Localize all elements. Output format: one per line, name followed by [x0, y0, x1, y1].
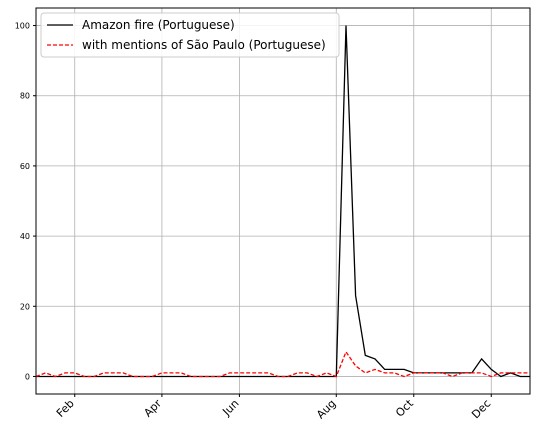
- x-tick-label: Apr: [141, 397, 164, 420]
- y-tick-label: 80: [20, 92, 30, 101]
- y-tick-label: 20: [20, 302, 30, 311]
- x-tick-label: Feb: [54, 397, 77, 420]
- legend-box: [40, 12, 340, 58]
- series-line: [35, 350, 530, 378]
- series-line: [36, 25, 530, 378]
- x-tick-label: Dec: [469, 397, 493, 421]
- legend-label: Amazon fire (Portuguese): [82, 18, 235, 32]
- x-tick-label: Aug: [314, 397, 338, 421]
- y-tick-label: 40: [20, 232, 30, 241]
- legend-label: with mentions of São Paulo (Portuguese): [82, 38, 326, 52]
- y-tick-label: 100: [15, 22, 30, 31]
- y-tick-label: 60: [20, 162, 30, 171]
- y-tick-label: 0: [25, 372, 30, 381]
- plot-frame: [35, 7, 531, 395]
- x-tick-label: Oct: [393, 396, 416, 419]
- x-tick-label: Jun: [219, 397, 241, 419]
